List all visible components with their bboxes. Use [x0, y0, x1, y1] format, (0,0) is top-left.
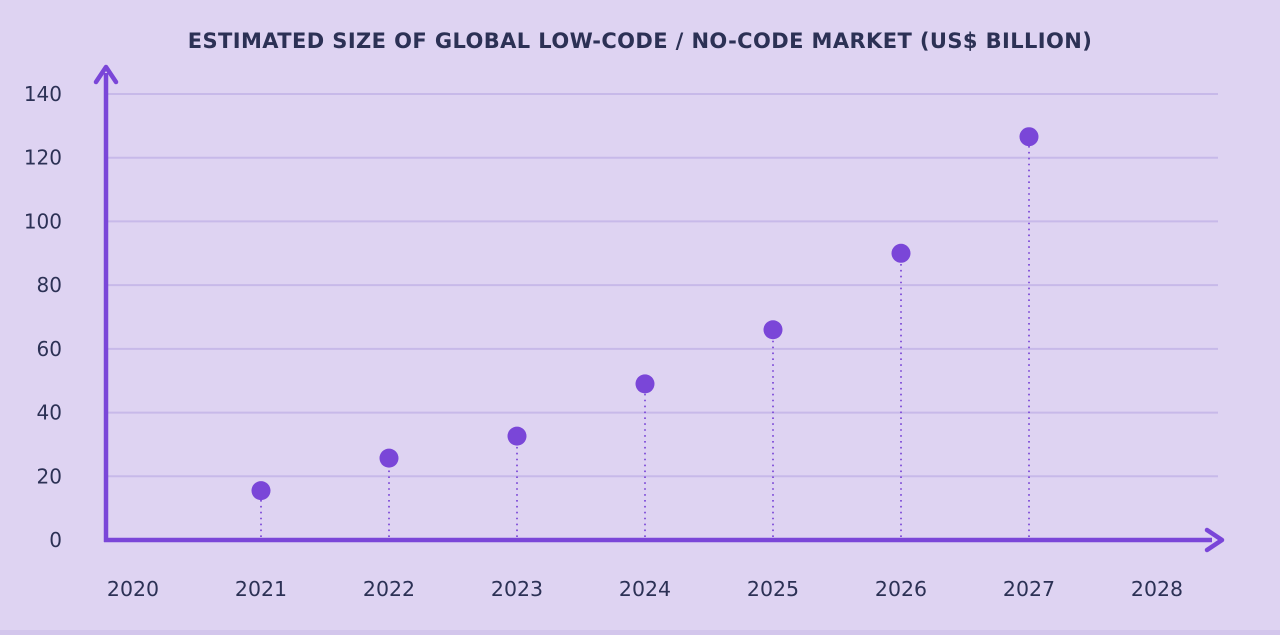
data-point-2027 — [1019, 127, 1039, 147]
data-point-2024 — [635, 374, 655, 394]
x-tick-label: 2026 — [875, 577, 927, 601]
y-tick-label: 140 — [24, 82, 62, 106]
x-tick-label: 2020 — [107, 577, 159, 601]
x-axis-arrow-icon — [1204, 527, 1225, 553]
y-tick-label: 120 — [24, 146, 62, 170]
y-tick-label: 60 — [37, 337, 62, 361]
x-tick-label: 2023 — [491, 577, 543, 601]
data-point-2026 — [891, 243, 911, 263]
y-tick-label: 100 — [24, 209, 62, 233]
data-point-2022 — [379, 448, 399, 468]
data-point-2021 — [251, 481, 271, 501]
y-tick-label: 40 — [37, 401, 62, 425]
data-point-2025 — [763, 320, 783, 340]
x-tick-label: 2027 — [1003, 577, 1055, 601]
x-tick-label: 2024 — [619, 577, 671, 601]
y-tick-label: 80 — [37, 273, 62, 297]
chart-title: ESTIMATED SIZE OF GLOBAL LOW-CODE / NO-C… — [187, 29, 1093, 53]
x-tick-label: 2025 — [747, 577, 799, 601]
x-tick-label: 2022 — [363, 577, 415, 601]
y-tick-label: 0 — [49, 528, 62, 552]
y-tick-label: 20 — [37, 464, 62, 488]
bottom-edge-strip — [0, 630, 1280, 635]
y-axis-arrow-icon — [93, 64, 119, 85]
data-point-2023 — [507, 426, 527, 446]
x-tick-label: 2021 — [235, 577, 287, 601]
x-tick-label: 2028 — [1131, 577, 1183, 601]
